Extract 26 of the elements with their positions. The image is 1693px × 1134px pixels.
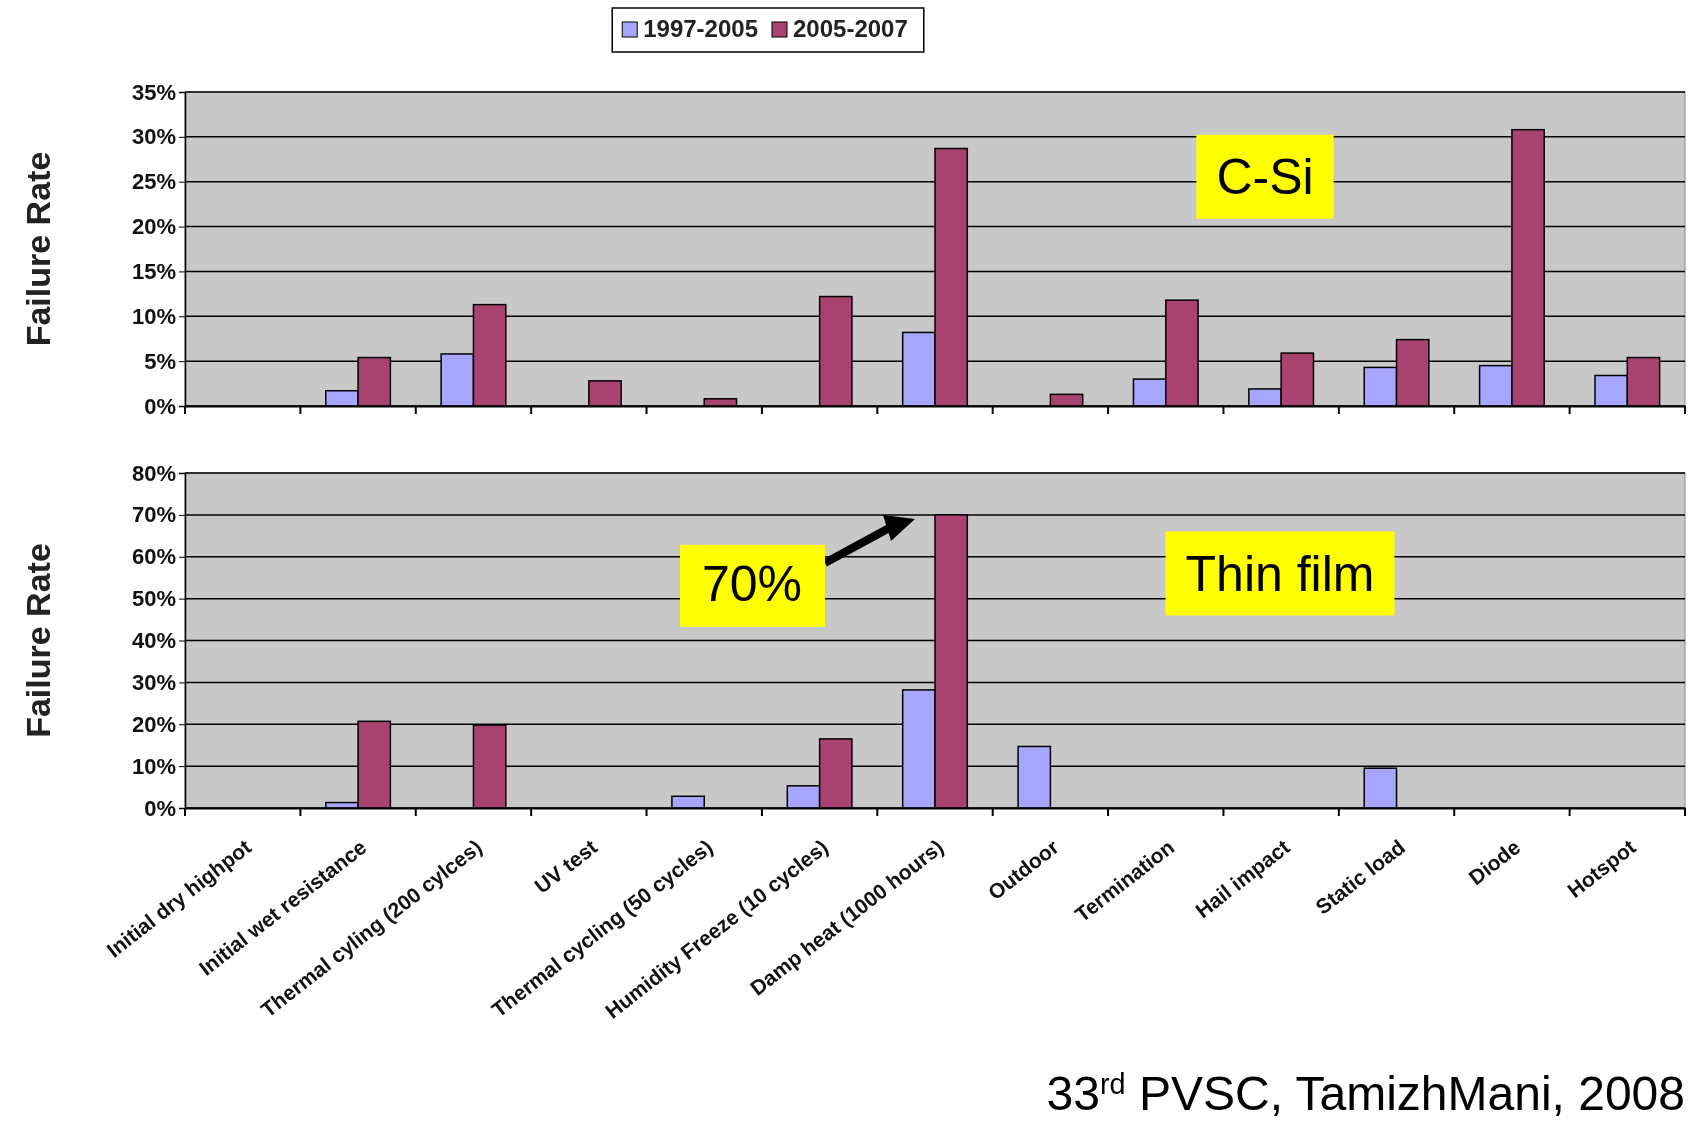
y-tick-label: 35% — [131, 79, 176, 105]
x-tick-label: UV test — [530, 835, 602, 898]
y-tick-label: 40% — [131, 628, 176, 654]
y-tick-label: 5% — [144, 348, 176, 374]
legend-label: 1997-2005 — [643, 15, 758, 42]
y-axis-title: Failure Rate — [19, 543, 57, 738]
y-tick-label: 20% — [131, 711, 176, 737]
y-axis-title: Failure Rate — [19, 151, 57, 347]
y-tick-label: 80% — [131, 460, 176, 486]
y-tick-label: 30% — [131, 669, 176, 695]
annotation: C-Si — [1216, 148, 1314, 205]
annotation: 70% — [701, 555, 803, 612]
legend-label: 2005-2007 — [793, 15, 908, 42]
y-tick-label: 70% — [131, 502, 176, 528]
y-tick-label: 50% — [131, 586, 176, 612]
y-tick-label: 25% — [131, 169, 176, 195]
y-tick-label: 30% — [131, 124, 176, 150]
annotation: Thin film — [1185, 545, 1375, 602]
y-tick-label: 10% — [131, 753, 176, 779]
text: 33$^{rd}$ PVSC, TamizhMani, 2008 — [1046, 1067, 1685, 1120]
y-tick-label: 0% — [144, 393, 176, 419]
y-tick-label: 15% — [131, 258, 176, 284]
y-tick-label: 10% — [131, 303, 176, 329]
y-tick-label: 20% — [131, 214, 176, 240]
y-tick-label: 0% — [144, 795, 176, 821]
y-tick-label: 60% — [131, 544, 176, 570]
